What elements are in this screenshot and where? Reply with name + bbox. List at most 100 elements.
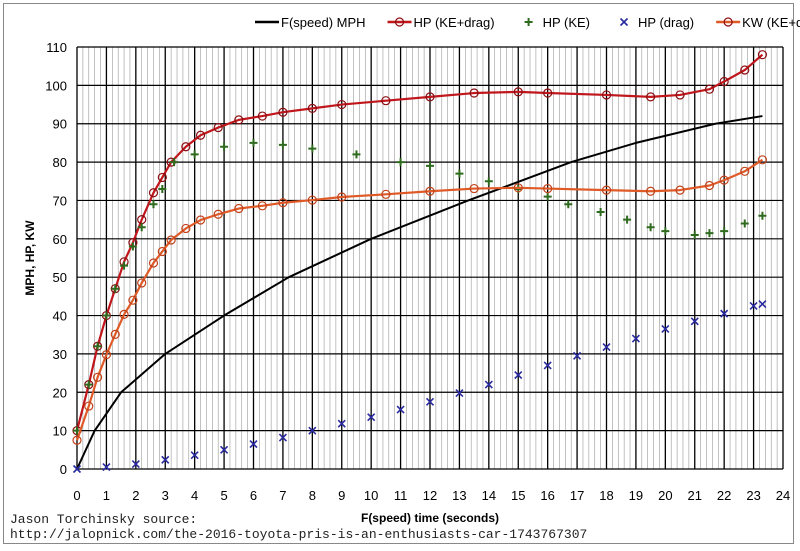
series-line (75, 158, 764, 441)
data-point (92, 372, 103, 382)
data-point (337, 419, 346, 428)
data-point (278, 140, 287, 149)
y-tick-label: 40 (53, 309, 67, 324)
x-tick-label: 16 (540, 488, 554, 503)
data-point (601, 90, 612, 100)
data-point (623, 215, 632, 224)
data-point (278, 107, 288, 117)
data-point (455, 169, 464, 178)
data-point (596, 207, 605, 216)
series-kw-ke-drag (72, 155, 768, 445)
legend-item: HP (KE+drag) (387, 15, 495, 30)
data-point (148, 188, 159, 198)
legend-label: F(speed) MPH (281, 15, 366, 30)
data-point (157, 172, 167, 183)
y-axis-label: MPH, HP, KW (23, 220, 37, 296)
data-point (220, 445, 229, 454)
data-point (195, 215, 206, 225)
data-point (158, 184, 167, 193)
x-tick-label: 7 (279, 488, 286, 503)
data-point (381, 189, 391, 199)
x-tick-label: 18 (599, 488, 613, 503)
data-point (740, 166, 750, 176)
y-tick-label: 60 (53, 232, 67, 247)
data-point (110, 329, 120, 339)
x-tick-label: 6 (250, 488, 257, 503)
data-point (161, 455, 170, 464)
data-point (367, 413, 376, 422)
data-point (601, 185, 612, 195)
legend-marker (394, 17, 405, 27)
data-point (181, 142, 191, 152)
data-point (234, 203, 244, 214)
data-point (740, 219, 749, 228)
data-point (308, 144, 317, 153)
data-point (719, 175, 729, 185)
y-tick-label: 100 (45, 78, 67, 93)
data-point (513, 87, 523, 97)
data-point (514, 370, 523, 380)
data-point (148, 258, 159, 268)
data-point (101, 350, 112, 360)
legend-item: HP (drag) (619, 15, 694, 30)
series-hp-drag (72, 299, 767, 474)
data-point (381, 96, 391, 106)
legend-item: KW (KE+drag) (716, 15, 800, 30)
data-point (102, 463, 111, 472)
data-point (190, 451, 199, 460)
y-tick-label: 30 (53, 347, 67, 362)
data-point (131, 459, 140, 469)
y-tick-label: 50 (53, 270, 67, 285)
data-point (396, 405, 405, 414)
data-point (128, 295, 138, 305)
x-tick-label: 14 (482, 488, 496, 503)
data-point (181, 223, 191, 234)
data-point (704, 180, 715, 191)
x-tick-label: 8 (309, 488, 316, 503)
x-tick-label: 22 (717, 488, 731, 503)
x-tick-label: 0 (73, 488, 80, 503)
data-point (758, 299, 767, 309)
data-point (84, 401, 94, 411)
x-tick-label: 5 (220, 488, 227, 503)
x-axis-label: F(speed) time (seconds) (361, 511, 499, 525)
data-point (543, 183, 553, 194)
legend-label: HP (drag) (638, 15, 694, 30)
data-point (484, 380, 493, 389)
data-point (513, 183, 523, 193)
data-point (166, 235, 176, 245)
series-f-speed-mph (76, 115, 763, 470)
data-point (120, 261, 129, 270)
data-point (543, 361, 552, 370)
data-point (646, 186, 656, 196)
y-tick-label: 90 (53, 117, 67, 132)
x-tick-label: 9 (338, 488, 345, 503)
data-point (675, 90, 685, 100)
data-point (661, 324, 670, 334)
legend-item: HP (KE) (524, 15, 590, 30)
data-point (426, 161, 434, 170)
legend-marker (619, 17, 629, 27)
data-point (170, 158, 179, 167)
legend-label: KW (KE+drag) (742, 15, 800, 30)
data-point (72, 464, 82, 474)
data-point (564, 200, 573, 209)
data-point (278, 198, 288, 208)
data-point (646, 223, 655, 232)
data-point (93, 342, 102, 351)
source-url[interactable]: http://jalopnick.com/the-2016-toyota-pri… (10, 527, 588, 542)
x-tick-label: 10 (364, 488, 378, 503)
data-point (278, 433, 287, 442)
data-point (213, 122, 223, 133)
data-point (720, 227, 729, 236)
data-point (720, 309, 729, 318)
data-point (307, 195, 317, 205)
data-point (213, 209, 223, 219)
data-point (220, 142, 229, 151)
data-point (602, 342, 611, 352)
data-point (749, 301, 758, 311)
data-point (190, 150, 199, 159)
x-tick-label: 13 (452, 488, 466, 503)
data-point (137, 278, 147, 288)
